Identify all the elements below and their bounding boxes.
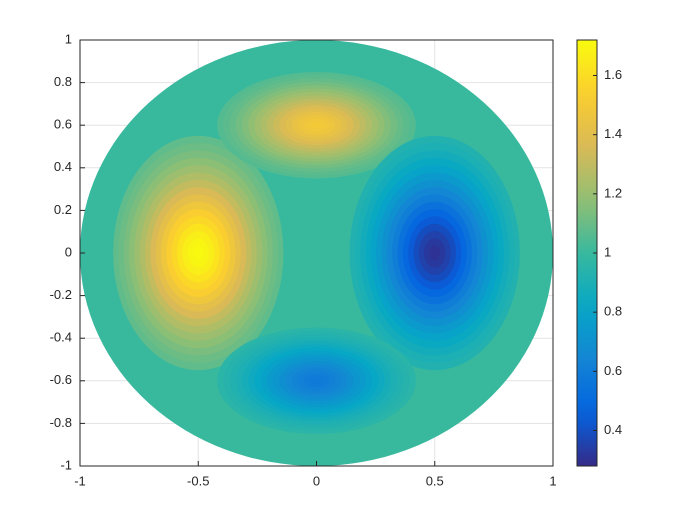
- hot-spot: [113, 135, 284, 371]
- x-tick-label: -1: [74, 473, 86, 488]
- colorbar-tick-label: 0.8: [604, 304, 622, 319]
- y-tick-label: 0.8: [54, 74, 72, 89]
- y-tick-label: -1: [60, 457, 72, 472]
- y-tick-label: -0.6: [50, 372, 72, 387]
- x-tick-label: 0.5: [426, 473, 444, 488]
- colorbar-tick-label: 0.4: [604, 422, 622, 437]
- colorbar-tick-label: 0.6: [604, 363, 622, 378]
- x-tick-label: -0.5: [187, 473, 209, 488]
- y-tick-label: 0: [65, 244, 72, 259]
- x-tick-label: 1: [549, 473, 556, 488]
- hot-spot: [217, 327, 416, 435]
- y-tick-label: -0.8: [50, 415, 72, 430]
- hot-spot: [349, 135, 520, 371]
- colorbar-tick-label: 1.6: [604, 67, 622, 82]
- y-tick-label: 0.6: [54, 117, 72, 132]
- y-tick-label: -0.2: [50, 287, 72, 302]
- x-tick-label: 0: [313, 473, 320, 488]
- y-tick-label: 0.2: [54, 202, 72, 217]
- colorbar-tick-label: 1.2: [604, 185, 622, 200]
- y-tick-label: 1: [65, 31, 72, 46]
- hot-spot: [217, 71, 416, 179]
- field: [80, 40, 553, 466]
- y-tick-label: 0.4: [54, 159, 72, 174]
- colorbar-tick-label: 1.4: [604, 126, 622, 141]
- colorbar-tick-label: 1: [604, 244, 611, 259]
- y-tick-label: -0.4: [50, 330, 72, 345]
